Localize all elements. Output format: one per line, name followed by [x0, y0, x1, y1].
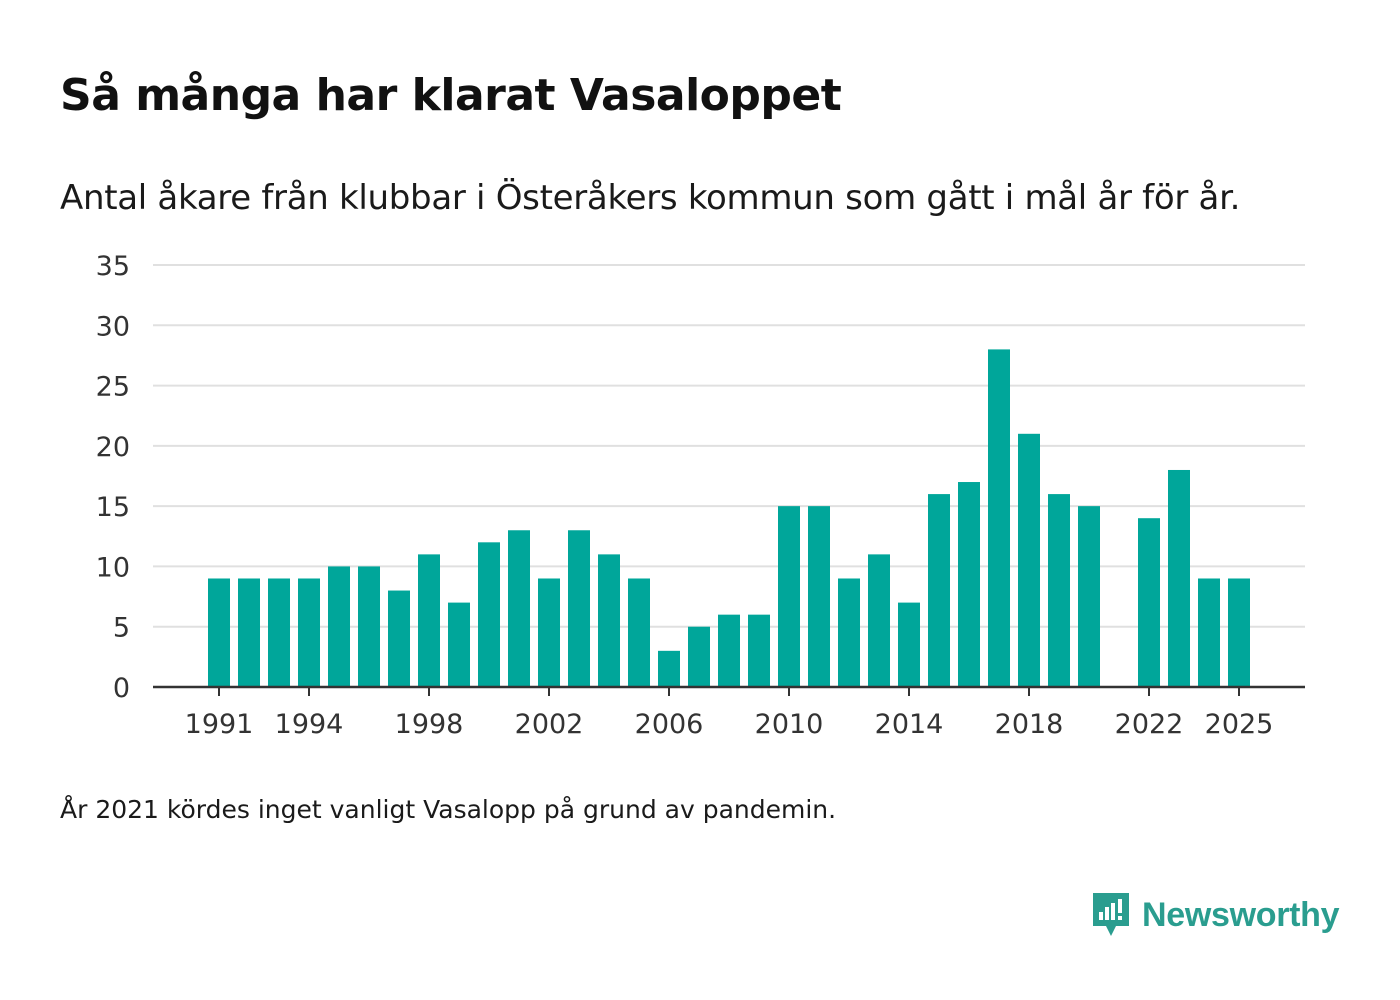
bar-2020 [1078, 506, 1100, 687]
newsworthy-logo-icon [1093, 893, 1129, 936]
footnote: År 2021 kördes inget vanligt Vasalopp på… [60, 795, 837, 824]
x-tick-label: 2014 [875, 709, 944, 740]
bar-2001 [508, 530, 530, 687]
bar-2011 [808, 506, 830, 687]
bar-2018 [1018, 433, 1040, 687]
bar-2012 [838, 578, 860, 687]
bar-2008 [718, 614, 740, 687]
y-tick-label: 0 [113, 673, 130, 704]
x-axis-ticks: 1991 1994 1998 2002 2006 2010 2014 2018 2022 2025 [185, 687, 1274, 740]
bar-1998 [418, 554, 440, 687]
bar-2025 [1228, 578, 1250, 687]
chart-subtitle: Antal åkare från klubbar i Österåkers ko… [60, 178, 1241, 218]
y-tick-label: 20 [96, 432, 130, 463]
x-tick-label: 1991 [185, 709, 254, 740]
bar-2004 [598, 554, 620, 687]
bar-2016 [958, 482, 980, 687]
y-tick-label: 25 [96, 372, 130, 403]
bar-2017 [988, 349, 1010, 687]
bar-2024 [1198, 578, 1220, 687]
y-tick-label: 35 [96, 251, 130, 282]
y-tick-label: 30 [96, 311, 130, 342]
bar-2010 [778, 506, 800, 687]
bar-1993 [268, 578, 290, 687]
x-tick-label: 2025 [1205, 709, 1274, 740]
bar-1994 [298, 578, 320, 687]
brand-name: Newsworthy [1142, 895, 1340, 934]
y-tick-label: 5 [113, 613, 130, 644]
bar-1992 [238, 578, 260, 687]
bar-2009 [748, 614, 770, 687]
x-tick-label: 2006 [635, 709, 704, 740]
bar-1996 [358, 566, 380, 687]
x-tick-label: 2018 [995, 709, 1064, 740]
bar-2000 [478, 542, 500, 687]
bar-2002 [538, 578, 560, 687]
gridlines [153, 264, 1305, 628]
bar-1999 [448, 602, 470, 687]
x-tick-label: 2010 [755, 709, 824, 740]
y-tick-label: 10 [96, 552, 130, 583]
bar-2023 [1168, 469, 1190, 687]
bar-2005 [628, 578, 650, 687]
bar-2019 [1048, 494, 1070, 687]
bar-2006 [658, 650, 680, 687]
bar-2003 [568, 530, 590, 687]
x-tick-label: 2022 [1115, 709, 1184, 740]
x-tick-label: 1998 [395, 709, 464, 740]
bar-1997 [388, 590, 410, 687]
x-tick-label: 1994 [275, 709, 344, 740]
y-tick-label: 15 [96, 492, 130, 523]
bar-2007 [688, 626, 710, 687]
bar-2013 [868, 554, 890, 687]
bar-1991 [208, 578, 230, 687]
bar-2022 [1138, 518, 1160, 687]
bar-2015 [928, 494, 950, 687]
x-tick-label: 2002 [515, 709, 584, 740]
bar-2014 [898, 602, 920, 687]
chart-title: Så många har klarat Vasaloppet [60, 70, 842, 121]
bars [208, 349, 1250, 687]
y-axis-ticks: 0 5 10 15 20 25 30 35 [96, 251, 130, 704]
brand-logo: Newsworthy [1090, 890, 1340, 940]
bar-1995 [328, 566, 350, 687]
